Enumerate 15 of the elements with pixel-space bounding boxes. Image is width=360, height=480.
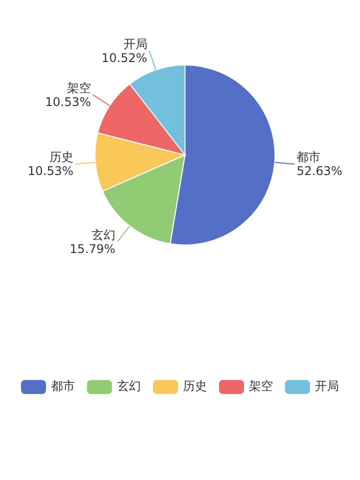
legend-label: 架空 — [249, 378, 273, 395]
data-label: 10.52% — [102, 50, 148, 65]
slice-label: 玄幻 — [91, 228, 116, 242]
data-label: 15.79% — [70, 242, 116, 256]
legend-label: 历史 — [183, 378, 207, 395]
legend-label: 开局 — [315, 378, 339, 395]
data-label: 52.63% — [296, 164, 342, 178]
legend-label: 都市 — [51, 378, 75, 395]
slice-label: 都市 — [296, 150, 321, 164]
data-label: 10.53% — [45, 94, 91, 109]
data-label: 10.53% — [28, 164, 74, 178]
slice-label: 架空 — [66, 80, 91, 95]
slice-label: 开局 — [123, 36, 148, 51]
legend-label: 玄幻 — [117, 378, 141, 395]
slice-label: 历史 — [49, 150, 74, 164]
